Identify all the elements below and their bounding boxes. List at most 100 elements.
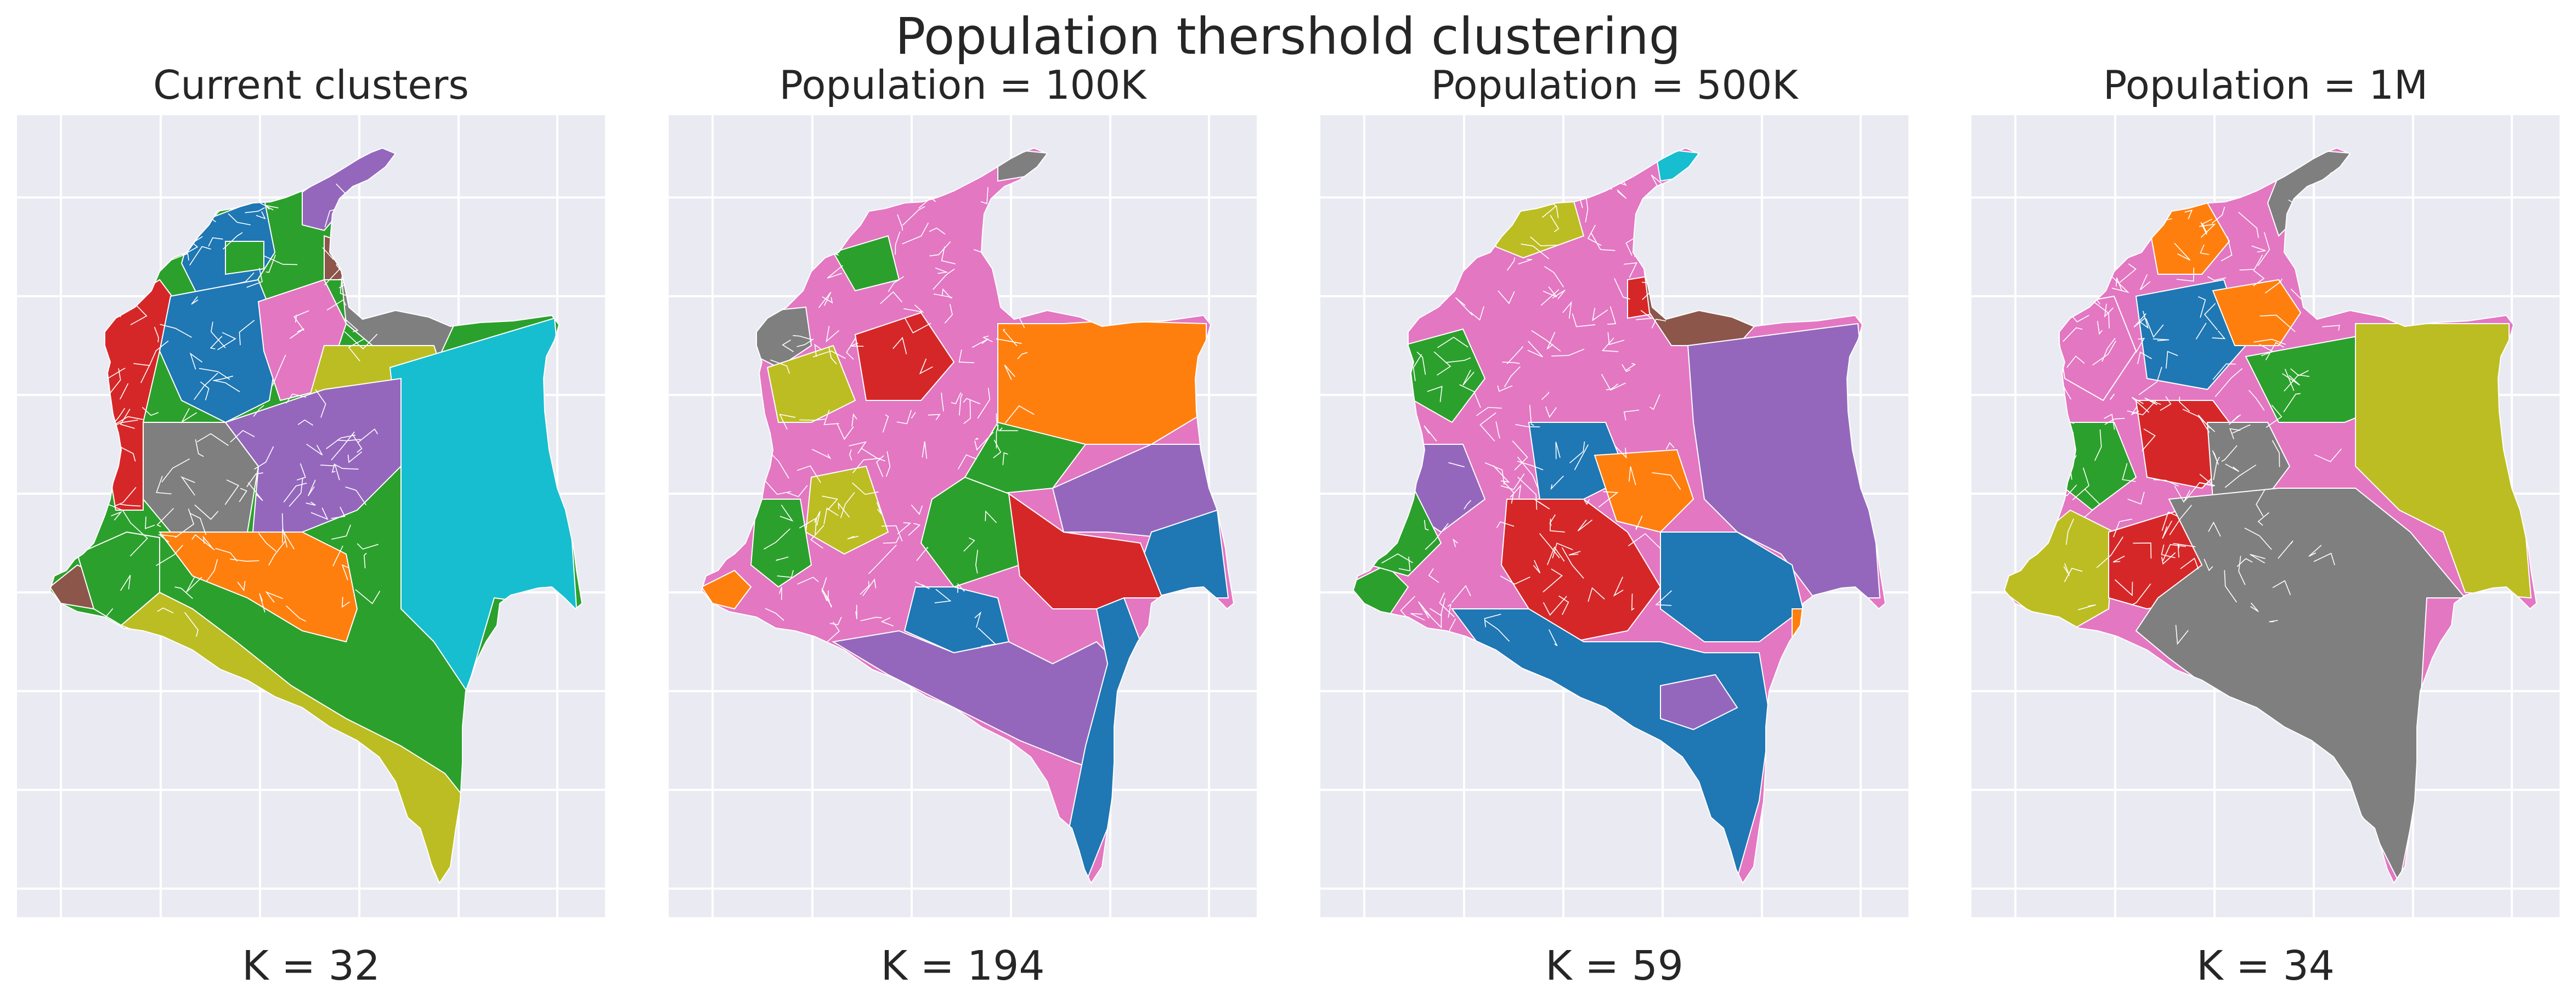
municipality-boundary — [230, 272, 255, 286]
municipality-boundary — [837, 423, 854, 440]
municipality-boundary — [823, 231, 835, 245]
municipality-boundary — [1550, 476, 1564, 490]
municipality-boundary — [1628, 533, 1662, 550]
municipality-boundary — [2184, 210, 2193, 219]
municipality-boundary — [1425, 523, 1449, 550]
municipality-boundary — [186, 577, 202, 593]
municipality-boundary — [1402, 173, 1421, 188]
cluster-regions — [2004, 148, 2537, 883]
municipality-boundary — [941, 288, 952, 299]
municipality-boundary — [2248, 389, 2265, 411]
municipality-boundary — [2253, 269, 2265, 286]
municipality-boundary — [2161, 511, 2178, 531]
municipality-boundary — [1484, 199, 1498, 233]
municipality-boundary — [196, 433, 229, 446]
municipality-boundary — [364, 552, 367, 569]
municipality-boundary — [1545, 406, 1557, 419]
municipality-boundary — [885, 451, 891, 477]
municipality-boundary — [2094, 429, 2102, 461]
municipality-boundary — [213, 380, 240, 393]
municipality-boundary — [268, 540, 286, 566]
cluster-region — [1660, 674, 1738, 731]
municipality-boundary — [272, 354, 286, 386]
municipality-boundary — [264, 256, 298, 265]
municipality-boundary — [1549, 514, 1556, 526]
municipality-boundary — [259, 593, 265, 613]
municipality-boundary — [957, 583, 965, 593]
municipality-boundary — [1517, 460, 1544, 471]
municipality-boundary — [958, 349, 975, 364]
municipality-boundary — [1533, 498, 1550, 510]
municipality-boundary — [934, 589, 952, 603]
cluster-count-label: K = 59 — [1545, 942, 1684, 990]
cluster-region — [2212, 279, 2302, 346]
municipality-boundary — [2174, 242, 2191, 261]
municipality-boundary — [1424, 519, 1429, 531]
municipality-boundary — [1652, 472, 1681, 490]
municipality-boundary — [1613, 577, 1624, 597]
municipality-boundary — [838, 502, 850, 518]
municipality-boundary — [191, 534, 215, 551]
map-panel-100k: Population = 100K K = 194 — [669, 0, 1257, 1006]
municipality-boundary — [919, 358, 933, 375]
municipality-boundary — [2199, 473, 2215, 487]
municipality-boundary — [2272, 440, 2280, 467]
municipality-boundary — [764, 528, 790, 550]
municipality-boundary — [2264, 278, 2283, 294]
municipality-boundary — [2085, 266, 2094, 288]
municipality-boundary — [2047, 445, 2070, 456]
municipality-boundary — [1548, 629, 1558, 647]
municipality-boundary — [826, 326, 840, 343]
municipality-boundary — [2284, 374, 2310, 392]
cluster-region — [832, 630, 1120, 775]
municipality-boundary — [258, 533, 276, 552]
municipality-boundary — [2313, 552, 2335, 566]
municipality-boundary — [1529, 405, 1534, 426]
municipality-boundary — [2178, 397, 2190, 412]
municipality-boundary — [145, 516, 155, 529]
municipality-boundary — [1651, 319, 1667, 329]
municipality-boundary — [156, 507, 174, 527]
municipality-boundary — [771, 211, 789, 233]
municipality-boundary — [896, 410, 912, 425]
municipality-boundary — [1002, 452, 1008, 465]
municipality-boundary — [2278, 540, 2293, 559]
figure-title: Population thershold clustering — [895, 7, 1681, 66]
municipality-boundary — [2144, 397, 2161, 405]
municipality-boundary — [2239, 255, 2263, 271]
municipality-boundary — [344, 331, 378, 350]
colombia-map — [1320, 115, 1908, 917]
municipality-boundary — [963, 537, 975, 552]
country-outline — [701, 147, 1235, 885]
municipality-boundary — [217, 332, 236, 351]
map-axes — [17, 115, 605, 917]
map-axes — [669, 115, 1257, 917]
municipality-boundary — [2207, 276, 2227, 281]
municipality-boundary — [933, 293, 953, 298]
municipality-boundary — [1625, 363, 1636, 371]
municipality-boundary — [286, 605, 307, 622]
municipality-boundary — [985, 510, 997, 523]
municipality-boundary — [122, 188, 137, 203]
municipality-boundary — [1606, 383, 1619, 391]
municipality-boundary — [2162, 544, 2186, 561]
municipality-boundary — [957, 454, 977, 470]
municipality-boundary — [265, 591, 283, 603]
municipality-boundary — [998, 427, 1018, 432]
municipality-boundary — [2160, 395, 2172, 411]
municipality-boundary — [1476, 406, 1502, 416]
municipality-boundary — [1017, 352, 1028, 359]
municipality-boundary — [1550, 518, 1565, 533]
municipality-boundary — [860, 617, 882, 621]
municipality-boundary — [811, 449, 832, 460]
municipality-boundary — [1423, 251, 1432, 258]
municipality-boundary — [156, 476, 172, 495]
municipality-boundary — [118, 242, 142, 253]
municipality-boundary — [916, 547, 929, 561]
municipality-boundary — [2253, 338, 2286, 345]
municipality-boundary — [1552, 542, 1573, 558]
municipality-boundary — [1665, 442, 1675, 450]
municipality-boundary — [914, 581, 930, 590]
municipality-boundary — [2063, 563, 2070, 576]
municipality-boundary — [1455, 297, 1473, 316]
